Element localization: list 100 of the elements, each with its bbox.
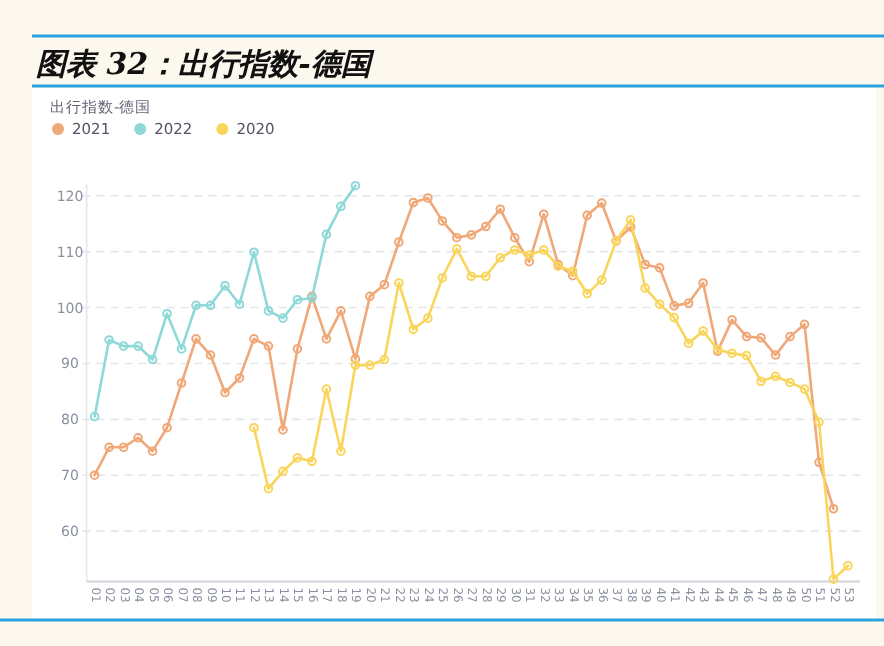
point	[162, 308, 172, 319]
point	[828, 503, 839, 514]
point	[118, 341, 129, 351]
point	[263, 306, 274, 316]
point	[292, 453, 303, 463]
point	[205, 350, 216, 360]
point	[727, 348, 737, 359]
point	[799, 384, 810, 394]
point	[133, 341, 143, 351]
point	[176, 344, 187, 354]
point	[756, 376, 766, 387]
point	[480, 271, 491, 282]
point	[582, 210, 593, 221]
point	[394, 278, 404, 288]
point	[278, 466, 288, 477]
point	[350, 180, 361, 191]
point	[669, 301, 679, 311]
point	[437, 216, 448, 226]
point	[466, 230, 477, 240]
point	[495, 204, 506, 214]
point	[785, 377, 795, 388]
point	[423, 313, 433, 323]
point	[321, 384, 332, 394]
point	[423, 193, 433, 203]
point	[814, 417, 824, 427]
point	[466, 271, 477, 282]
point	[524, 256, 535, 267]
point	[770, 350, 781, 360]
point	[321, 229, 332, 240]
point	[437, 273, 448, 283]
point	[480, 221, 491, 232]
point	[336, 201, 346, 212]
point	[104, 335, 114, 345]
point	[741, 350, 752, 361]
point	[89, 411, 100, 422]
point	[799, 319, 810, 330]
point	[640, 259, 650, 270]
point	[249, 422, 259, 433]
point	[220, 387, 230, 398]
point	[509, 232, 520, 243]
point	[278, 425, 288, 435]
point	[278, 313, 288, 323]
line-series	[89, 180, 361, 422]
chart-title: 图表 32：出行指数-德国	[36, 46, 375, 82]
point	[336, 306, 346, 316]
point	[770, 371, 781, 382]
point	[350, 354, 361, 364]
point	[394, 237, 404, 247]
point	[495, 253, 506, 263]
point	[379, 279, 390, 290]
point	[321, 334, 332, 344]
point	[741, 331, 752, 342]
point	[234, 299, 245, 309]
point	[452, 244, 462, 254]
point	[698, 326, 708, 336]
point	[538, 245, 549, 255]
point	[249, 334, 259, 344]
point	[640, 283, 650, 293]
point	[365, 291, 375, 302]
point	[118, 442, 129, 453]
point	[625, 215, 636, 225]
point	[350, 360, 361, 370]
point	[191, 334, 201, 344]
point	[147, 446, 158, 456]
point	[408, 197, 419, 208]
point	[234, 373, 245, 383]
point	[596, 275, 607, 285]
point	[408, 324, 419, 335]
point	[307, 456, 317, 467]
point	[147, 354, 158, 365]
point	[89, 470, 100, 481]
point	[176, 378, 187, 388]
point	[727, 315, 737, 325]
point	[828, 574, 839, 584]
point	[698, 278, 708, 288]
point	[756, 332, 766, 343]
point	[654, 263, 665, 273]
point	[220, 280, 230, 291]
point	[292, 294, 303, 305]
point	[524, 250, 535, 260]
point	[365, 360, 375, 370]
point	[654, 299, 665, 309]
point	[669, 312, 679, 323]
point	[133, 432, 143, 443]
point	[205, 300, 216, 311]
point	[104, 442, 114, 453]
line-series	[249, 215, 853, 584]
line-series	[89, 193, 839, 514]
point	[683, 298, 694, 308]
point	[596, 198, 607, 208]
point	[336, 446, 346, 456]
point	[292, 344, 303, 354]
point	[249, 247, 259, 258]
point	[582, 288, 593, 299]
point	[263, 483, 274, 494]
point	[263, 341, 274, 351]
point	[843, 560, 853, 571]
point	[683, 338, 694, 349]
point	[191, 300, 201, 311]
point	[452, 232, 462, 243]
